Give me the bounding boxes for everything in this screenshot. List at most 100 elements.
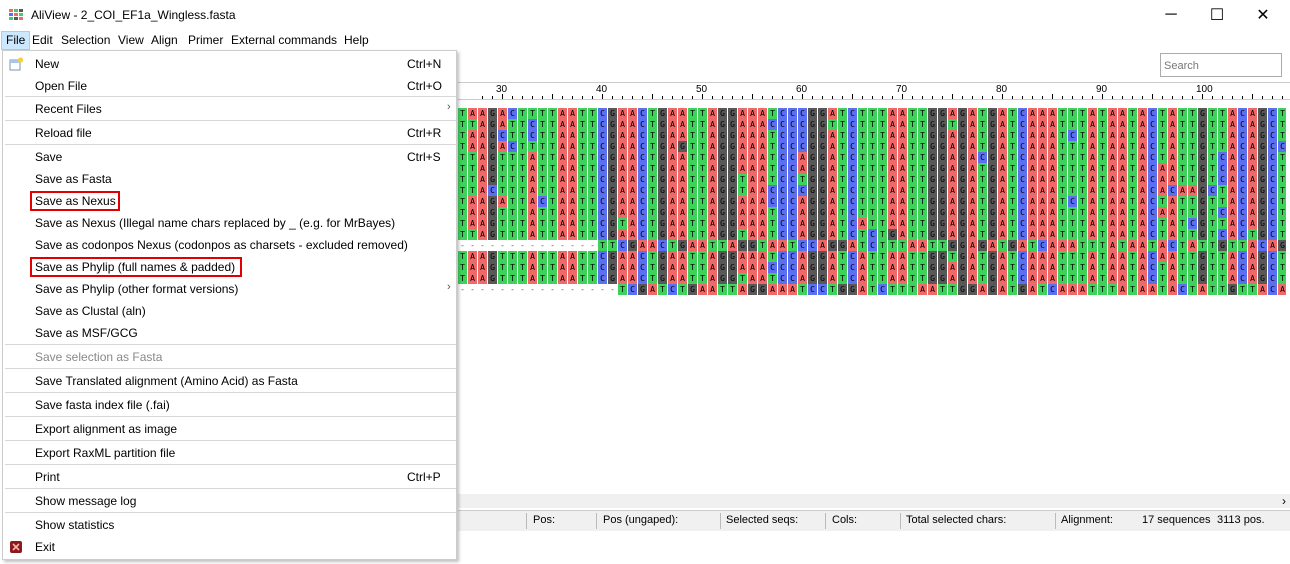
nucleotide-cell: A	[618, 108, 627, 119]
nucleotide-cell: T	[1008, 251, 1017, 262]
menu-item-save-as-phylip-other-format-versions[interactable]: Save as Phylip (other format versions) ›	[3, 278, 456, 300]
menu-item-reload-file[interactable]: Reload file Ctrl+R	[3, 122, 456, 144]
search-input[interactable]: Search	[1160, 53, 1282, 77]
nucleotide-cell: C	[818, 284, 827, 295]
horizontal-scrollbar[interactable]: ›	[458, 494, 1290, 508]
close-button[interactable]: ✕	[1256, 7, 1270, 24]
ruler-tick	[572, 96, 573, 99]
menu-item-save-as-nexus-illegal-name-chars-replace[interactable]: Save as Nexus (Illegal name chars replac…	[3, 212, 456, 234]
menu-align[interactable]: Align	[151, 33, 178, 47]
nucleotide-cell: A	[668, 196, 677, 207]
nucleotide-cell: G	[728, 174, 737, 185]
nucleotide-cell: -	[588, 240, 597, 251]
menu-item-save-as-msf-gcg[interactable]: Save as MSF/GCG	[3, 322, 456, 344]
nucleotide-cell: A	[678, 130, 687, 141]
nucleotide-cell: G	[988, 185, 997, 196]
menu-item-save-translated-alignment-amino-acid-as-[interactable]: Save Translated alignment (Amino Acid) a…	[3, 370, 456, 392]
menu-item-label: Open File	[35, 79, 88, 93]
nucleotide-cell: G	[488, 163, 497, 174]
nucleotide-cell: A	[1168, 273, 1177, 284]
menu-item-show-statistics[interactable]: Show statistics	[3, 514, 456, 536]
menu-primer[interactable]: Primer	[188, 33, 224, 47]
minimize-button[interactable]: ─	[1165, 6, 1177, 23]
nucleotide-cell: A	[568, 130, 577, 141]
nucleotide-cell: A	[1138, 163, 1147, 174]
nucleotide-cell: T	[688, 163, 697, 174]
nucleotide-cell: A	[568, 262, 577, 273]
menu-item-export-raxml-partition-file[interactable]: Export RaxML partition file	[3, 442, 456, 464]
menu-help[interactable]: Help	[344, 33, 369, 47]
position-ruler: 30 40 50 60 70 80 90 100	[458, 82, 1290, 100]
nucleotide-cell: C	[1018, 141, 1027, 152]
menu-item-save-fasta-index-file-fai[interactable]: Save fasta index file (.fai)	[3, 394, 456, 416]
menu-item-save-as-codonpos-nexus-codonpos-as-chars[interactable]: Save as codonpos Nexus (codonpos as char…	[3, 234, 456, 256]
menu-item-recent-files[interactable]: Recent Files ›	[3, 98, 456, 120]
menu-item-save-as-clustal-aln[interactable]: Save as Clustal (aln)	[3, 300, 456, 322]
nucleotide-cell: T	[498, 152, 507, 163]
nucleotide-cell: G	[938, 108, 947, 119]
nucleotide-cell: T	[698, 163, 707, 174]
ruler-tick	[882, 96, 883, 99]
menu-item-export-alignment-as-image[interactable]: Export alignment as image	[3, 418, 456, 440]
nucleotide-cell: T	[578, 251, 587, 262]
nucleotide-cell: -	[488, 240, 497, 251]
nucleotide-cell: A	[708, 174, 717, 185]
nucleotide-cell: A	[708, 229, 717, 240]
nucleotide-cell: A	[758, 185, 767, 196]
nucleotide-cell: A	[828, 174, 837, 185]
nucleotide-cell: C	[1148, 207, 1157, 218]
nucleotide-cell: C	[1218, 174, 1227, 185]
nucleotide-cell: A	[758, 218, 767, 229]
menu-item-new[interactable]: New Ctrl+N	[3, 53, 456, 75]
menu-file[interactable]: File	[1, 31, 31, 50]
nucleotide-cell: A	[1108, 163, 1117, 174]
nucleotide-cell: C	[788, 207, 797, 218]
nucleotide-cell: A	[568, 108, 577, 119]
nucleotide-cell: A	[1128, 240, 1137, 251]
ruler-tick	[662, 96, 663, 99]
nucleotide-cell: A	[618, 273, 627, 284]
nucleotide-cell: A	[1168, 284, 1177, 295]
menu-item-exit[interactable]: Exit	[3, 536, 456, 558]
menu-item-show-message-log[interactable]: Show message log	[3, 490, 456, 512]
menu-item-save-as-fasta[interactable]: Save as Fasta	[3, 168, 456, 190]
menu-item-save-as-phylip-full-names-padded[interactable]: Save as Phylip (full names & padded)	[3, 256, 456, 278]
menu-item-save-as-nexus[interactable]: Save as Nexus	[3, 190, 456, 212]
menu-view[interactable]: View	[118, 33, 144, 47]
menu-selection[interactable]: Selection	[61, 33, 111, 47]
menu-item-print[interactable]: Print Ctrl+P	[3, 466, 456, 488]
menu-item-save[interactable]: Save Ctrl+S	[3, 146, 456, 168]
menu-item-open-file[interactable]: Open File Ctrl+O	[3, 75, 456, 97]
scroll-right-icon[interactable]: ›	[1282, 494, 1286, 508]
nucleotide-cell: A	[688, 240, 697, 251]
menu-external-commands[interactable]: External commands	[231, 33, 338, 47]
nucleotide-cell: T	[838, 207, 847, 218]
nucleotide-cell: A	[668, 218, 677, 229]
nucleotide-cell: T	[1058, 141, 1067, 152]
menu-edit[interactable]: Edit	[32, 33, 53, 47]
maximize-button[interactable]: ☐	[1209, 7, 1225, 24]
nucleotide-cell: A	[668, 152, 677, 163]
nucleotide-cell: C	[848, 174, 857, 185]
nucleotide-cell: T	[1208, 240, 1217, 251]
nucleotide-cell: G	[1258, 196, 1267, 207]
nucleotide-cell: T	[1128, 130, 1137, 141]
